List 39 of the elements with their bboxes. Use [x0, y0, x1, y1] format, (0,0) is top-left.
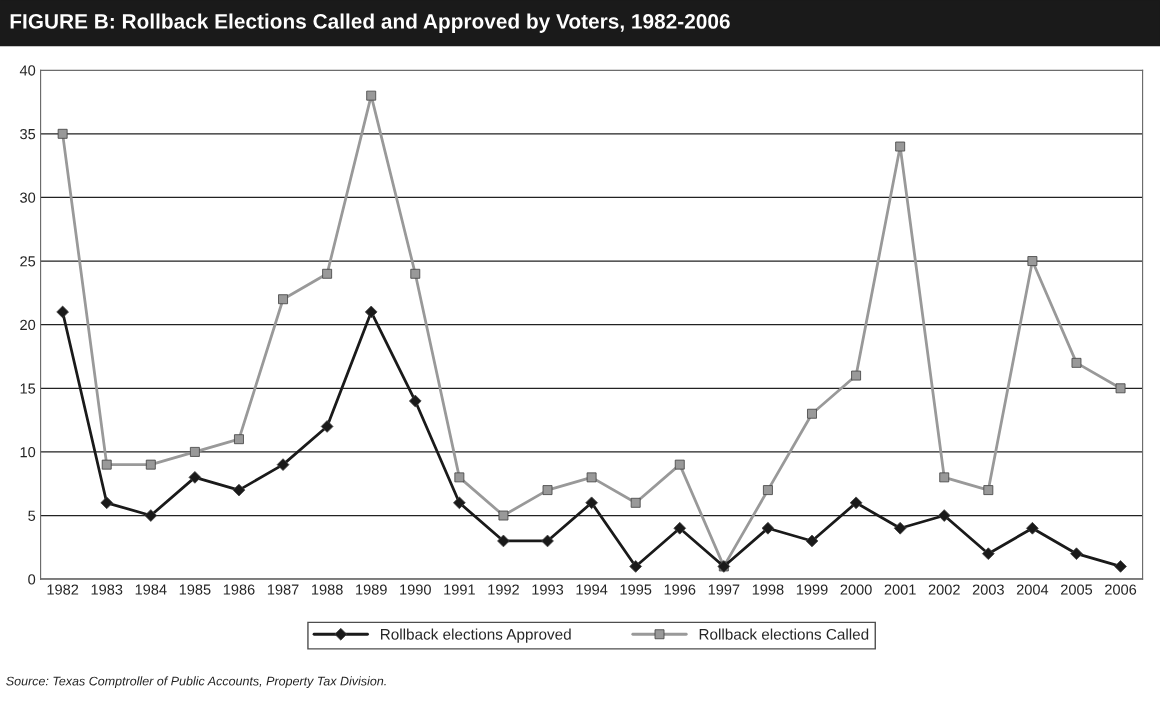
x-tick-label: 1999	[796, 584, 828, 595]
x-tick-label: 1987	[267, 584, 299, 595]
y-tick-label: 5	[28, 510, 36, 521]
x-tick-label: 1998	[752, 584, 784, 595]
legend-label: Rollback elections Approved	[380, 628, 571, 643]
x-tick-label: 2006	[1105, 584, 1137, 595]
x-tick-label: 2002	[928, 584, 960, 595]
x-tick-label: 2005	[1060, 584, 1093, 595]
y-tick-label: 35	[20, 128, 36, 140]
chart-title: FIGURE B: Rollback Elections Called and Approved by Voters, 1982-2006	[10, 13, 730, 33]
x-tick-label: 1996	[664, 584, 696, 595]
x-tick-label: 1982	[47, 584, 79, 595]
x-tick-label: 1994	[576, 584, 608, 595]
y-tick-label: 0	[28, 574, 36, 585]
x-tick-label: 1985	[179, 584, 211, 595]
x-tick-label: 2000	[840, 584, 872, 595]
y-tick-label: 40	[19, 65, 36, 76]
point	[807, 408, 817, 419]
y-tick-label: 25	[20, 256, 36, 267]
x-tick-label: 1997	[708, 584, 740, 595]
x-tick-label: 1989	[356, 584, 387, 595]
y-tick-label: 10	[20, 447, 36, 458]
x-tick-label: 1991	[444, 584, 475, 595]
x-tick-label: 1992	[488, 584, 519, 595]
y-tick-label: 15	[20, 383, 36, 394]
x-tick-label: 1983	[91, 584, 123, 595]
x-tick-label: 2001	[884, 584, 916, 595]
x-tick-label: 2004	[1016, 584, 1049, 595]
x-tick-label: 1986	[223, 584, 255, 595]
x-tick-label: 1988	[312, 584, 343, 595]
legend-label: Rollback elections Called	[699, 628, 869, 640]
x-tick-label: 1990	[400, 584, 431, 595]
y-tick-label: 20	[20, 319, 36, 331]
source-note: Source: Texas Comptroller of Public Accounts, Property Tax Division.	[6, 676, 386, 688]
x-tick-label: 2003	[972, 584, 1004, 595]
x-tick-label: 1995	[620, 584, 652, 595]
x-tick-label: 1984	[135, 584, 167, 595]
x-tick-label: 1993	[532, 584, 564, 595]
y-tick-label: 30	[20, 192, 36, 203]
